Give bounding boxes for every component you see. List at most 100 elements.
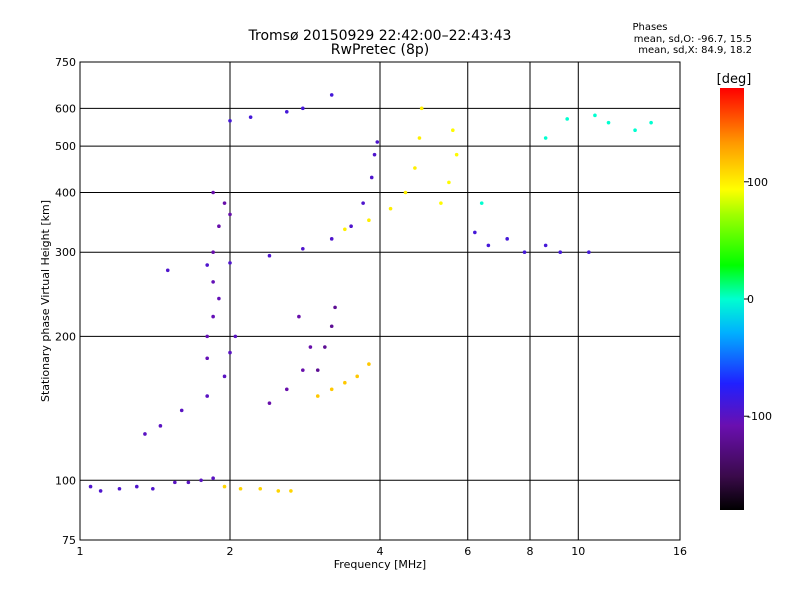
data-point [134, 484, 139, 489]
data-point [361, 201, 365, 205]
data-point [205, 356, 209, 361]
data-point [447, 180, 451, 185]
x-tick-label: 10 [571, 545, 585, 558]
data-point [301, 246, 305, 251]
data-point [505, 237, 509, 241]
chart-subtitle: RwPretec (8p) [331, 42, 429, 58]
data-point [355, 374, 359, 379]
data-point [228, 119, 232, 123]
data-point [587, 250, 591, 255]
data-point [301, 106, 305, 111]
x-tick-label: 4 [377, 545, 384, 558]
y-tick-label: 100 [55, 474, 76, 487]
data-point [329, 93, 334, 97]
data-point [343, 227, 347, 232]
colorbar-tick-label: 100 [747, 176, 768, 189]
colorbar-ticks: 100 0 -100 [744, 176, 772, 423]
data-point [367, 218, 371, 223]
data-point [473, 230, 477, 235]
data-point [543, 136, 548, 140]
data-point [248, 115, 253, 119]
data-point [211, 190, 215, 195]
data-point [222, 201, 227, 205]
data-point [451, 128, 455, 132]
data-point [439, 201, 443, 205]
x-axis: 1 2 4 6 8 10 16 [77, 545, 688, 558]
data-point [98, 489, 103, 493]
y-tick-label: 500 [55, 140, 76, 153]
data-point [267, 401, 272, 405]
data-point [284, 110, 289, 114]
y-axis-label: Stationary phase Virtual Height [km] [39, 200, 52, 402]
data-point [217, 296, 221, 301]
data-point [349, 224, 353, 229]
x-tick-label: 16 [673, 545, 687, 558]
phase-info-o: mean, sd,O: -96.7, 15.5 [634, 34, 752, 45]
grid-lines [80, 62, 680, 540]
data-point [228, 350, 232, 355]
y-tick-label: 75 [62, 534, 76, 547]
data-point [329, 387, 334, 392]
data-point [297, 314, 301, 319]
data-point [143, 432, 147, 436]
data-point [301, 368, 305, 372]
data-point [565, 117, 569, 121]
data-point [315, 394, 320, 398]
data-point [151, 486, 155, 491]
data-point [543, 243, 548, 248]
colorbar-tick-label: -100 [747, 410, 772, 423]
data-point [329, 324, 334, 329]
data-point [199, 478, 203, 483]
colorbar [720, 88, 744, 510]
data-points [88, 93, 653, 493]
data-point [179, 408, 184, 413]
data-point [369, 175, 374, 180]
y-tick-label: 600 [55, 102, 76, 115]
data-point [222, 374, 227, 379]
x-tick-label: 6 [464, 545, 471, 558]
phase-info-x: mean, sd,X: 84.9, 18.2 [638, 45, 752, 56]
data-point [633, 128, 637, 132]
data-point [217, 224, 221, 229]
x-axis-label: Frequency [MHz] [334, 558, 426, 571]
data-point [486, 243, 491, 248]
data-point [289, 489, 293, 493]
plot-frame [79, 61, 681, 541]
data-point [315, 368, 320, 372]
data-point [211, 280, 215, 284]
data-point [375, 140, 380, 144]
data-point [165, 268, 170, 273]
phase-info-heading: Phases [632, 22, 667, 33]
data-point [276, 489, 281, 493]
data-point [413, 166, 417, 170]
data-point [593, 113, 597, 118]
data-point [417, 136, 422, 140]
data-point [173, 480, 177, 485]
data-point [649, 120, 653, 125]
data-point [258, 486, 263, 491]
x-tick-label: 8 [527, 545, 534, 558]
data-point [228, 261, 232, 265]
data-point [479, 201, 484, 205]
data-point [419, 106, 424, 111]
y-tick-label: 750 [55, 56, 76, 69]
data-point [211, 250, 215, 255]
data-point [333, 305, 337, 310]
y-tick-label: 300 [55, 246, 76, 259]
data-point [367, 362, 371, 366]
data-point [222, 484, 227, 489]
data-point [158, 424, 163, 428]
data-point [238, 486, 243, 491]
data-point [205, 394, 209, 398]
y-axis: 75 100 200 300 400 500 600 750 [55, 56, 76, 547]
data-point [343, 380, 347, 385]
y-tick-label: 400 [55, 186, 76, 199]
data-point [329, 237, 334, 241]
data-point [88, 484, 93, 489]
y-tick-label: 200 [55, 330, 76, 343]
colorbar-label: [deg] [717, 72, 752, 87]
data-point [211, 476, 215, 481]
data-point [323, 345, 327, 349]
data-point [388, 206, 393, 211]
